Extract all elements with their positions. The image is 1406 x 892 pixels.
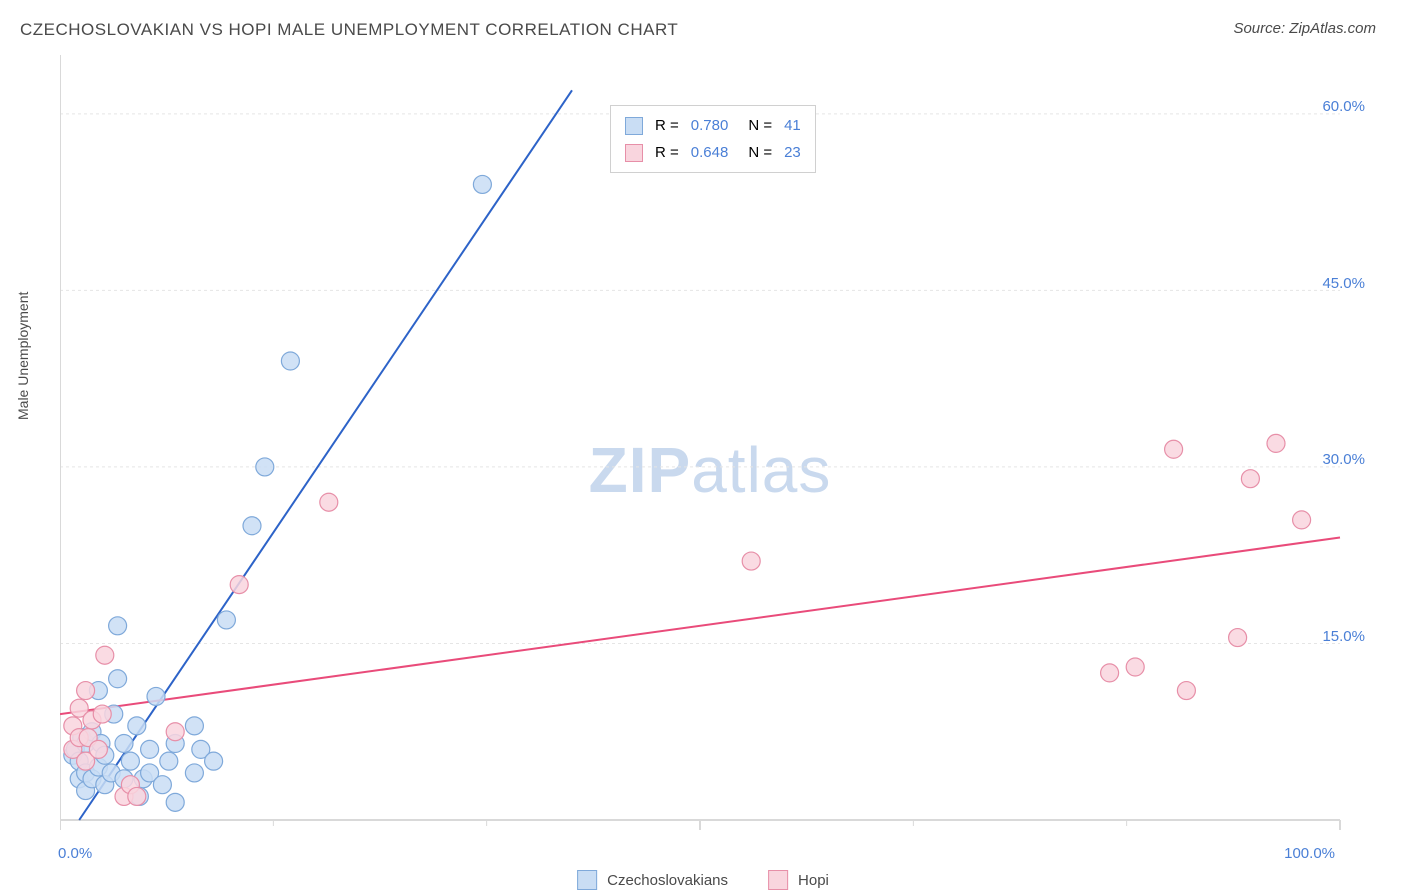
legend-label-series2: Hopi [798,872,829,889]
stats-r-value-1: 0.780 [691,112,729,139]
y-tick-15: 15.0% [1322,628,1365,645]
stats-row-series1: R = 0.780 N = 41 [625,112,801,139]
stats-swatch-series1 [625,117,643,135]
chart-container: CZECHOSLOVAKIAN VS HOPI MALE UNEMPLOYMEN… [0,0,1406,892]
stats-r-label-2: R = [655,139,679,166]
source-attribution: Source: ZipAtlas.com [1233,20,1376,37]
stats-row-series2: R = 0.648 N = 23 [625,139,801,166]
y-tick-30: 30.0% [1322,451,1365,468]
stats-n-value-1: 41 [784,112,801,139]
chart-title: CZECHOSLOVAKIAN VS HOPI MALE UNEMPLOYMEN… [20,20,678,40]
legend-item-series2[interactable]: Hopi [768,870,829,890]
stats-box: R = 0.780 N = 41 R = 0.648 N = 23 [610,105,816,173]
legend-swatch-series1 [577,870,597,890]
stats-n-label-2: N = [748,139,772,166]
y-tick-60: 60.0% [1322,98,1365,115]
stats-n-label-1: N = [748,112,772,139]
x-tick-100: 100.0% [1284,845,1335,862]
x-tick-0: 0.0% [58,845,92,862]
legend-label-series1: Czechoslovakians [607,872,728,889]
stats-r-label-1: R = [655,112,679,139]
y-tick-45: 45.0% [1322,275,1365,292]
y-axis-label: Male Unemployment [15,292,31,420]
chart-area: ZIPatlas R = 0.780 N = 41 R = 0.648 N = … [60,50,1360,840]
stats-r-value-2: 0.648 [691,139,729,166]
legend-item-series1[interactable]: Czechoslovakians [577,870,728,890]
stats-n-value-2: 23 [784,139,801,166]
legend: Czechoslovakians Hopi [577,870,829,890]
stats-swatch-series2 [625,144,643,162]
legend-swatch-series2 [768,870,788,890]
